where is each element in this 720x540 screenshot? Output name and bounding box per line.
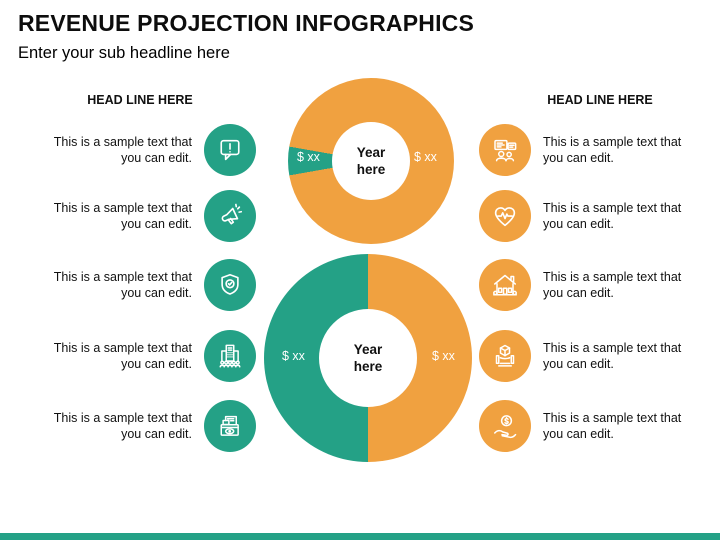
- sub-headline: Enter your sub headline here: [18, 44, 230, 62]
- list-item: This is a sample text that you can edit.: [32, 330, 256, 382]
- donut-bottom-center-label: Year here: [353, 342, 383, 374]
- footer-accent-bar: [0, 533, 720, 540]
- left-column-headline: HEAD LINE HERE: [87, 93, 193, 107]
- donut-chart-top: $ xx $ xx Year here: [288, 78, 454, 244]
- sample-text: This is a sample text that you can edit.: [53, 270, 192, 300]
- speech-bubble-exclamation-icon: [204, 124, 256, 176]
- donut-bottom-right-value: $ xx: [432, 349, 455, 363]
- list-item: This is a sample text that you can edit.: [32, 400, 256, 452]
- sample-text: This is a sample text that you can edit.: [53, 135, 192, 165]
- house-icon: [479, 259, 531, 311]
- donut-top-left-value: $ xx: [297, 150, 320, 164]
- list-item: This is a sample text that you can edit.: [479, 400, 703, 452]
- megaphone-icon: [204, 190, 256, 242]
- donut-top-right-value: $ xx: [414, 150, 437, 164]
- product-display-icon: [479, 330, 531, 382]
- sample-text: This is a sample text that you can edit.: [543, 411, 682, 441]
- list-item: This is a sample text that you can edit.: [32, 259, 256, 311]
- sample-text: This is a sample text that you can edit.: [53, 341, 192, 371]
- archive-eye-icon: [204, 400, 256, 452]
- list-item: This is a sample text that you can edit.: [479, 330, 703, 382]
- sample-text: This is a sample text that you can edit.: [543, 135, 682, 165]
- sample-text: This is a sample text that you can edit.: [543, 341, 682, 371]
- donut-bottom-left-value: $ xx: [282, 349, 305, 363]
- right-column-headline: HEAD LINE HERE: [547, 93, 653, 107]
- donut-top-center-label: Year here: [356, 145, 386, 177]
- hand-coin-icon: [479, 400, 531, 452]
- office-audience-icon: [204, 330, 256, 382]
- sample-text: This is a sample text that you can edit.: [543, 201, 682, 231]
- list-item: This is a sample text that you can edit.: [479, 259, 703, 311]
- shield-check-icon: [204, 259, 256, 311]
- donut-top-hole: [332, 122, 410, 200]
- page-title: REVENUE PROJECTION INFOGRAPHICS: [18, 10, 475, 36]
- heart-pulse-icon: [479, 190, 531, 242]
- sample-text: This is a sample text that you can edit.: [543, 270, 682, 300]
- meeting-discussion-icon: [479, 124, 531, 176]
- sample-text: This is a sample text that you can edit.: [53, 201, 192, 231]
- sample-text: This is a sample text that you can edit.: [53, 411, 192, 441]
- list-item: This is a sample text that you can edit.: [479, 190, 703, 242]
- donut-bottom-hole: [319, 309, 417, 407]
- list-item: This is a sample text that you can edit.: [479, 124, 703, 176]
- list-item: This is a sample text that you can edit.: [32, 124, 256, 176]
- donut-chart-bottom: $ xx $ xx Year here: [264, 254, 472, 462]
- list-item: This is a sample text that you can edit.: [32, 190, 256, 242]
